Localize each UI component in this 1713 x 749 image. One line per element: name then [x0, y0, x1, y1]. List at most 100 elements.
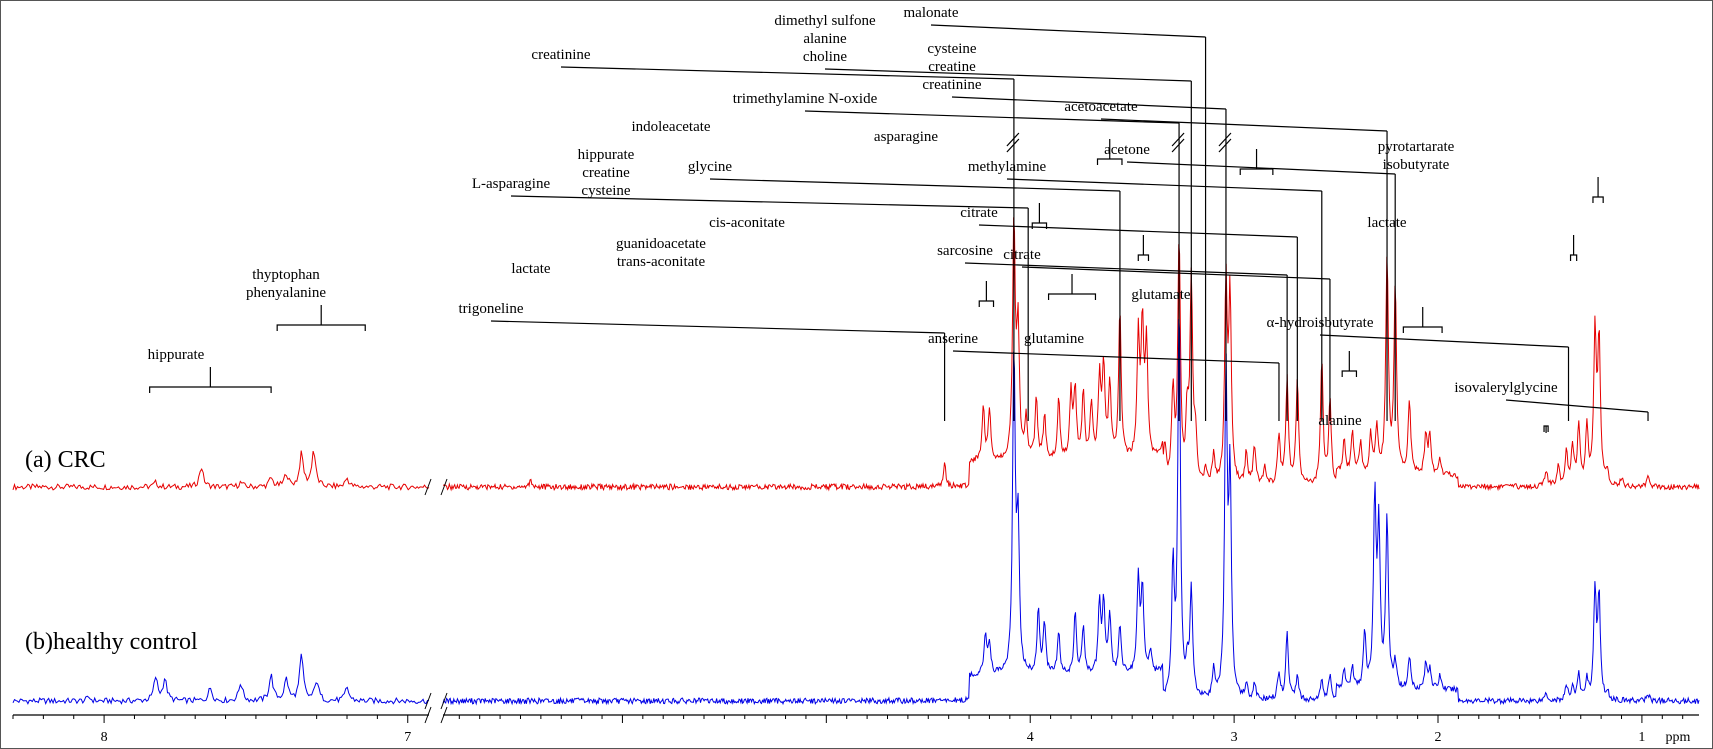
annotation-leader	[490, 320, 945, 334]
annotation-label: creatinine	[922, 77, 981, 93]
annotation-hippurate: hippurate creatine cysteine	[578, 147, 1048, 229]
annotation-label: glycine	[688, 159, 732, 175]
annotation-malonate: malonate	[904, 5, 1207, 421]
annotation-acetoacetate: acetoacetate	[1064, 99, 1388, 421]
series-label-control: (b)healthy control	[25, 629, 198, 655]
annotation-label: creatinine	[531, 47, 590, 63]
annotation-trigoneline: trigoneline	[459, 301, 946, 421]
annotation-pyrotartarate: pyrotartarate isobutyrate	[1378, 139, 1604, 203]
annotation-label: hippurate	[578, 147, 635, 163]
annotation-label: glutamine	[1024, 331, 1084, 347]
annotation-glutamate: glutamate	[1131, 287, 1443, 333]
annotation-label: alanine	[1318, 413, 1362, 429]
annotation-dimethyl-sulfone: dimethyl sulfone alanine choline	[774, 13, 1192, 421]
annotation-label: cysteine	[927, 41, 976, 57]
annotation-citrate: citrate	[960, 205, 1298, 421]
trace-break-mark	[424, 692, 432, 710]
annotation-leader	[1021, 266, 1330, 280]
annotation-leader	[804, 110, 1180, 124]
annotation-leader	[952, 350, 1279, 364]
annotation-label: cysteine	[581, 183, 630, 199]
trace-break-mark	[440, 478, 448, 496]
spectrum-trace-control-seg1	[442, 319, 1700, 706]
annotation-leader	[964, 262, 1288, 276]
annotation-label: trigoneline	[459, 301, 524, 317]
spectrum-trace-crc-seg0	[12, 450, 430, 492]
trace-break-mark	[424, 478, 432, 496]
annotation-indoleacetate: indoleacetate	[631, 119, 1123, 165]
annotation-bracket	[978, 300, 995, 307]
annotation-alanine: alanine	[1318, 413, 1549, 433]
axis-break-mark	[440, 706, 448, 724]
annotation-l-asparagine: L-asparagine	[472, 176, 1029, 421]
peak-break-mark	[1218, 138, 1232, 153]
annotation-label: isovalerylglycine	[1454, 380, 1558, 396]
annotation-leader	[1126, 161, 1396, 175]
annotation-label: α-hydroisbutyrate	[1267, 315, 1374, 331]
annotation-label: citrate	[1003, 247, 1041, 263]
annotation-cysteine: cysteine creatine creatinine	[922, 41, 1227, 421]
annotation-label: L-asparagine	[472, 176, 551, 192]
annotation-methylamine: methylamine	[968, 159, 1323, 421]
annotation-thyptophan: thyptophan phenyalanine	[246, 267, 366, 331]
series-layer	[12, 132, 1700, 706]
annotation-label: malonate	[904, 5, 959, 21]
peak-break-mark	[1218, 132, 1232, 147]
annotation-label: sarcosine	[937, 243, 993, 259]
annotation-label: creatine	[928, 59, 976, 75]
x-tick-label: 2	[1435, 730, 1442, 745]
x-tick-label: 3	[1231, 730, 1238, 745]
annotation-leader	[510, 195, 1029, 209]
annotation-label: creatine	[582, 165, 630, 181]
annotation-bracket	[1031, 222, 1048, 229]
annotation-bracket	[1096, 158, 1123, 165]
annotation-label: trimethylamine N-oxide	[733, 91, 878, 107]
annotation-bracket	[1569, 254, 1578, 261]
x-tick-label: 4	[1027, 730, 1034, 745]
x-tick-label: 7	[404, 730, 411, 745]
annotation-leader	[824, 68, 1192, 82]
annotation-trimethylamine-n-oxide: trimethylamine N-oxide	[733, 91, 1180, 421]
annotation-label: thyptophan	[252, 267, 320, 283]
annotation-leader	[1100, 118, 1388, 132]
spectrum-trace-control-seg0	[12, 653, 430, 706]
annotation-label: asparagine	[874, 129, 938, 145]
annotation-glutamine: glutamine	[1024, 331, 1358, 377]
annotation-leader	[1505, 399, 1649, 413]
annotation-leader	[709, 178, 1120, 192]
annotation-label: acetoacetate	[1064, 99, 1138, 115]
annotation-acetone: acetone	[1104, 142, 1396, 421]
spectrum-trace-crc-seg1	[442, 217, 1700, 492]
annotation-label: isobutyrate	[1383, 157, 1450, 173]
trace-break-mark	[440, 692, 448, 710]
annotation--hydroisbutyrate: α-hydroisbutyrate	[1267, 315, 1570, 421]
annotation-label: lactate	[511, 261, 550, 277]
annotation-leader	[978, 224, 1298, 238]
annotation-label: hippurate	[148, 347, 205, 363]
annotation-bracket	[1341, 370, 1358, 377]
peak-break-mark	[1171, 132, 1185, 147]
annotation-label: pyrotartarate	[1378, 139, 1455, 155]
annotation-citrate: citrate	[1003, 247, 1331, 421]
annotation-label: lactate	[1367, 215, 1406, 231]
annotation-leader	[930, 24, 1206, 38]
annotation-bracket	[149, 386, 272, 393]
annotation-label: anserine	[928, 331, 978, 347]
annotation-leader	[951, 96, 1226, 110]
annotation-lactate: lactate	[1367, 215, 1578, 261]
annotation-anserine: anserine	[928, 331, 1280, 421]
annotation-label: guanidoacetate	[616, 236, 706, 252]
annotation-leader	[560, 66, 1014, 80]
annotation-creatinine: creatinine	[531, 47, 1015, 421]
annotation-guanidoacetate: guanidoacetate trans-aconitate	[616, 236, 1097, 300]
annotation-label: cis-aconitate	[709, 215, 785, 231]
annotation-sarcosine: sarcosine	[937, 243, 1288, 421]
annotation-leader	[1006, 178, 1322, 192]
peak-break-mark	[1006, 132, 1020, 147]
annotation-label: indoleacetate	[631, 119, 710, 135]
annotation-label: glutamate	[1131, 287, 1190, 303]
x-tick-label: 8	[101, 730, 108, 745]
annotation-asparagine: asparagine	[874, 129, 1274, 175]
